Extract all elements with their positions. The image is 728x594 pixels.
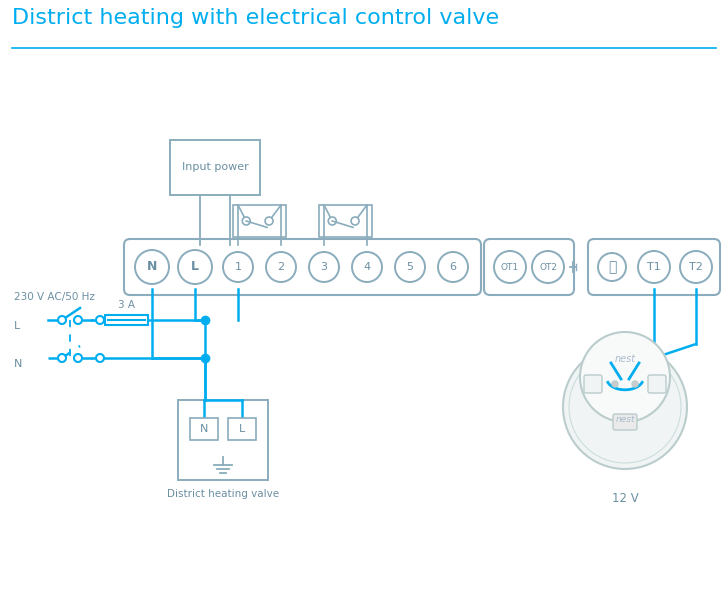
Bar [105,315,148,325]
Circle shape [632,381,638,387]
Text: T1: T1 [647,262,661,272]
Text: L: L [14,321,20,331]
Bar [233,205,286,237]
FancyBboxPatch shape [584,375,602,393]
Circle shape [328,217,336,225]
Circle shape [96,316,104,324]
Text: 6: 6 [449,262,456,272]
Circle shape [74,316,82,324]
Circle shape [598,253,626,281]
FancyBboxPatch shape [613,414,637,430]
FancyBboxPatch shape [484,239,574,295]
Text: nest: nest [615,415,635,424]
Text: OT1: OT1 [501,263,519,271]
Circle shape [74,354,82,362]
Text: nest: nest [614,354,636,364]
Circle shape [680,251,712,283]
Text: District heating with electrical control valve: District heating with electrical control… [12,8,499,28]
Text: 4: 4 [363,262,371,272]
Text: 3: 3 [320,262,328,272]
FancyBboxPatch shape [648,375,666,393]
Text: 5: 5 [406,262,414,272]
Circle shape [395,252,425,282]
Circle shape [352,252,382,282]
Circle shape [351,217,359,225]
Bar [228,418,256,440]
Text: L: L [239,424,245,434]
Circle shape [58,316,66,324]
Text: N: N [147,261,157,273]
Circle shape [638,251,670,283]
Circle shape [135,250,169,284]
Text: 12 V: 12 V [612,492,638,505]
Bar [178,400,268,480]
Text: 3 A: 3 A [118,300,135,310]
Circle shape [438,252,468,282]
Circle shape [580,332,670,422]
Circle shape [266,252,296,282]
Circle shape [242,217,250,225]
Text: N: N [199,424,208,434]
Bar [170,140,260,195]
Circle shape [96,354,104,362]
Text: ⏚: ⏚ [608,260,616,274]
Text: District heating valve: District heating valve [167,489,279,499]
Bar [190,418,218,440]
Circle shape [612,381,618,387]
Circle shape [58,354,66,362]
Circle shape [563,345,687,469]
Circle shape [494,251,526,283]
Circle shape [265,217,273,225]
Circle shape [309,252,339,282]
Text: 230 V AC/50 Hz: 230 V AC/50 Hz [14,292,95,302]
Circle shape [569,351,681,463]
Bar [319,205,372,237]
Text: 1: 1 [234,262,242,272]
Text: L: L [191,261,199,273]
Text: OT2: OT2 [539,263,557,271]
Circle shape [223,252,253,282]
Circle shape [178,250,212,284]
FancyBboxPatch shape [588,239,720,295]
Text: 2: 2 [277,262,285,272]
FancyBboxPatch shape [124,239,481,295]
Circle shape [532,251,564,283]
Text: Input power: Input power [181,163,248,172]
Text: N: N [14,359,23,369]
Text: T2: T2 [689,262,703,272]
